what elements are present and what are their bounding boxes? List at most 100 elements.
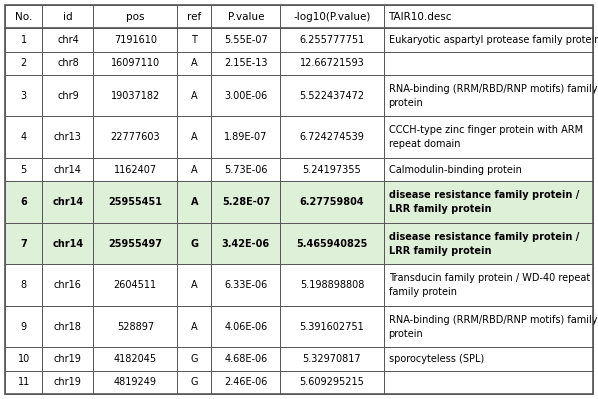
Text: 9: 9 <box>20 322 27 332</box>
Bar <box>93 264 177 306</box>
Bar <box>212 264 280 306</box>
Text: A: A <box>191 164 197 175</box>
Text: A: A <box>191 280 197 290</box>
Bar <box>93 306 177 348</box>
Bar <box>280 28 383 51</box>
Bar <box>212 51 280 75</box>
Bar <box>280 158 383 181</box>
Bar <box>212 223 280 264</box>
Bar <box>212 264 280 306</box>
Bar <box>177 181 212 223</box>
Bar <box>383 181 593 223</box>
Bar <box>383 75 593 117</box>
Text: 3: 3 <box>20 91 27 101</box>
Text: 4: 4 <box>20 132 27 142</box>
Text: 5.73E-06: 5.73E-06 <box>224 164 268 175</box>
Text: 5.32970817: 5.32970817 <box>303 354 361 364</box>
Text: chr16: chr16 <box>54 280 82 290</box>
Text: -log10(P.value): -log10(P.value) <box>293 12 371 22</box>
Bar <box>5 181 42 223</box>
Text: T: T <box>191 35 197 45</box>
Bar <box>42 306 93 348</box>
Bar <box>280 306 383 348</box>
Text: chr19: chr19 <box>54 354 82 364</box>
Bar <box>93 306 177 348</box>
Bar <box>177 5 212 28</box>
Text: 5: 5 <box>20 164 27 175</box>
Bar <box>383 371 593 394</box>
Text: 5.198898808: 5.198898808 <box>300 280 364 290</box>
Bar <box>383 158 593 181</box>
Bar <box>177 306 212 348</box>
Text: 10: 10 <box>17 354 30 364</box>
Bar <box>212 348 280 371</box>
Bar <box>93 264 177 306</box>
Text: G: G <box>191 377 198 387</box>
Bar <box>93 158 177 181</box>
Bar <box>42 264 93 306</box>
Bar <box>280 158 383 181</box>
Bar <box>383 348 593 371</box>
Text: id: id <box>63 12 73 22</box>
Bar <box>5 371 42 394</box>
Bar <box>212 371 280 394</box>
Bar <box>93 117 177 158</box>
Bar <box>212 306 280 348</box>
Bar <box>212 181 280 223</box>
Bar <box>5 371 42 394</box>
Text: chr9: chr9 <box>57 91 79 101</box>
Bar <box>212 181 280 223</box>
Text: A: A <box>191 58 197 68</box>
Bar <box>177 117 212 158</box>
Bar <box>177 75 212 117</box>
Bar <box>177 51 212 75</box>
Text: 4819249: 4819249 <box>114 377 157 387</box>
Bar <box>177 348 212 371</box>
Text: 1162407: 1162407 <box>114 164 157 175</box>
Bar <box>5 117 42 158</box>
Bar <box>5 28 42 51</box>
Bar <box>383 223 593 264</box>
Bar <box>177 117 212 158</box>
Bar <box>93 158 177 181</box>
Text: chr14: chr14 <box>53 197 84 207</box>
Text: 2604511: 2604511 <box>114 280 157 290</box>
Text: chr14: chr14 <box>54 164 82 175</box>
Bar <box>93 348 177 371</box>
Bar <box>212 348 280 371</box>
Bar <box>383 117 593 158</box>
Bar <box>280 306 383 348</box>
Bar <box>177 75 212 117</box>
Bar <box>93 51 177 75</box>
Bar <box>280 5 383 28</box>
Bar <box>42 223 93 264</box>
Bar <box>5 5 42 28</box>
Text: A: A <box>191 322 197 332</box>
Bar <box>93 223 177 264</box>
Bar <box>177 223 212 264</box>
Bar <box>383 158 593 181</box>
Bar <box>383 117 593 158</box>
Bar <box>5 28 42 51</box>
Text: 7: 7 <box>20 239 27 249</box>
Bar <box>42 117 93 158</box>
Bar <box>93 5 177 28</box>
Text: 5.609295215: 5.609295215 <box>300 377 364 387</box>
Bar <box>93 223 177 264</box>
Bar <box>383 264 593 306</box>
Bar <box>383 28 593 51</box>
Text: TAIR10.desc: TAIR10.desc <box>389 12 452 22</box>
Bar <box>5 51 42 75</box>
Bar <box>5 223 42 264</box>
Bar <box>42 75 93 117</box>
Bar <box>280 371 383 394</box>
Text: 5.465940825: 5.465940825 <box>296 239 368 249</box>
Text: disease resistance family protein /
LRR family protein: disease resistance family protein / LRR … <box>389 190 579 214</box>
Bar <box>212 28 280 51</box>
Text: 2: 2 <box>20 58 27 68</box>
Text: chr4: chr4 <box>57 35 79 45</box>
Bar <box>5 264 42 306</box>
Text: sporocyteless (SPL): sporocyteless (SPL) <box>389 354 484 364</box>
Bar <box>383 223 593 264</box>
Bar <box>42 158 93 181</box>
